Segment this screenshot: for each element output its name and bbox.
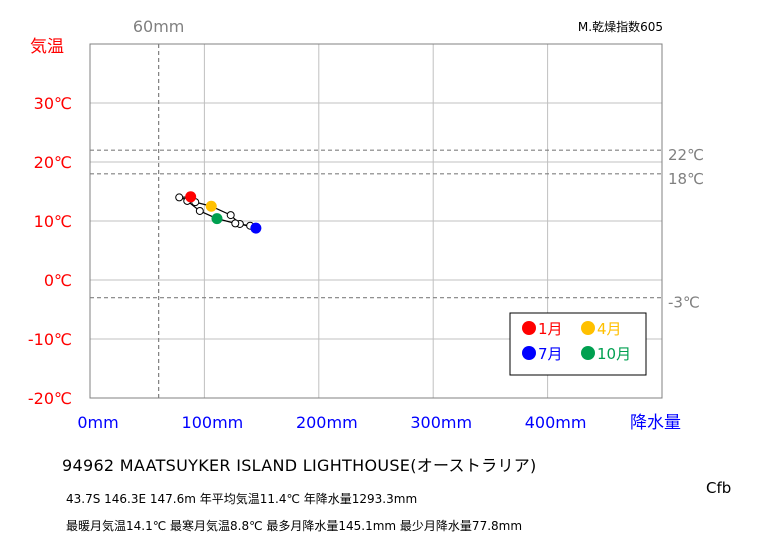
month-point-highlight: [250, 222, 262, 234]
month-point: [195, 206, 204, 215]
legend-marker: [581, 346, 595, 360]
month-point-highlight: [185, 191, 197, 203]
legend-marker: [522, 346, 536, 360]
legend-label: 1月: [538, 320, 563, 338]
y-axis-label: 気温: [30, 37, 64, 57]
reference-label-temp: -3℃: [668, 294, 700, 312]
legend-label: 10月: [597, 345, 631, 363]
x-tick-label: 100mm: [182, 413, 244, 432]
y-tick-label: 30℃: [34, 94, 72, 113]
reference-label-precip: 60mm: [133, 17, 185, 36]
grid: [90, 44, 662, 398]
x-axis-label: 降水量: [630, 413, 681, 433]
y-tick-label: -10℃: [28, 330, 72, 349]
x-tick-label: 400mm: [525, 413, 587, 432]
x-tick-label: 300mm: [410, 413, 472, 432]
y-tick-label: 10℃: [34, 212, 72, 231]
legend: 1月 4月 7月 10月: [509, 312, 647, 376]
reference-label-temp: 22℃: [668, 146, 704, 164]
legend-marker: [522, 321, 536, 335]
reference-lines: 60mm 22℃ 18℃ -3℃: [90, 17, 704, 398]
plot-frame: [89, 43, 663, 399]
y-tick-label: -20℃: [28, 389, 72, 408]
axis-ticks: 30℃ 20℃ 10℃ 0℃ -10℃ -20℃ 0mm 100mm 200mm 300mm 400…: [28, 94, 587, 432]
y-tick-label: 20℃: [34, 153, 72, 172]
month-point: [175, 193, 184, 202]
legend-marker: [581, 321, 595, 335]
station-extremes: 最暖月気温14.1℃ 最寒月気温8.8℃ 最多月降水量145.1mm 最少月降水…: [66, 519, 523, 533]
y-tick-label: 0℃: [44, 271, 72, 290]
koppen-class: Cfb: [706, 479, 732, 497]
station-coords: 43.7S 146.3E 147.6m 年平均気温11.4℃ 年降水量1293.…: [66, 492, 418, 506]
legend-label: 7月: [538, 345, 563, 363]
month-point-highlight: [205, 200, 217, 212]
station-title: 94962 MAATSUYKER ISLAND LIGHTHOUSE(オーストラ…: [62, 456, 537, 475]
x-tick-label: 0mm: [77, 413, 118, 432]
legend-label: 4月: [597, 320, 622, 338]
month-point-highlight: [211, 213, 223, 225]
month-point: [226, 211, 235, 220]
x-tick-label: 200mm: [296, 413, 358, 432]
month-point: [231, 219, 240, 228]
dryness-index-label: M.乾燥指数605: [578, 19, 663, 34]
monthly-series: [175, 191, 262, 234]
reference-label-temp: 18℃: [668, 170, 704, 188]
